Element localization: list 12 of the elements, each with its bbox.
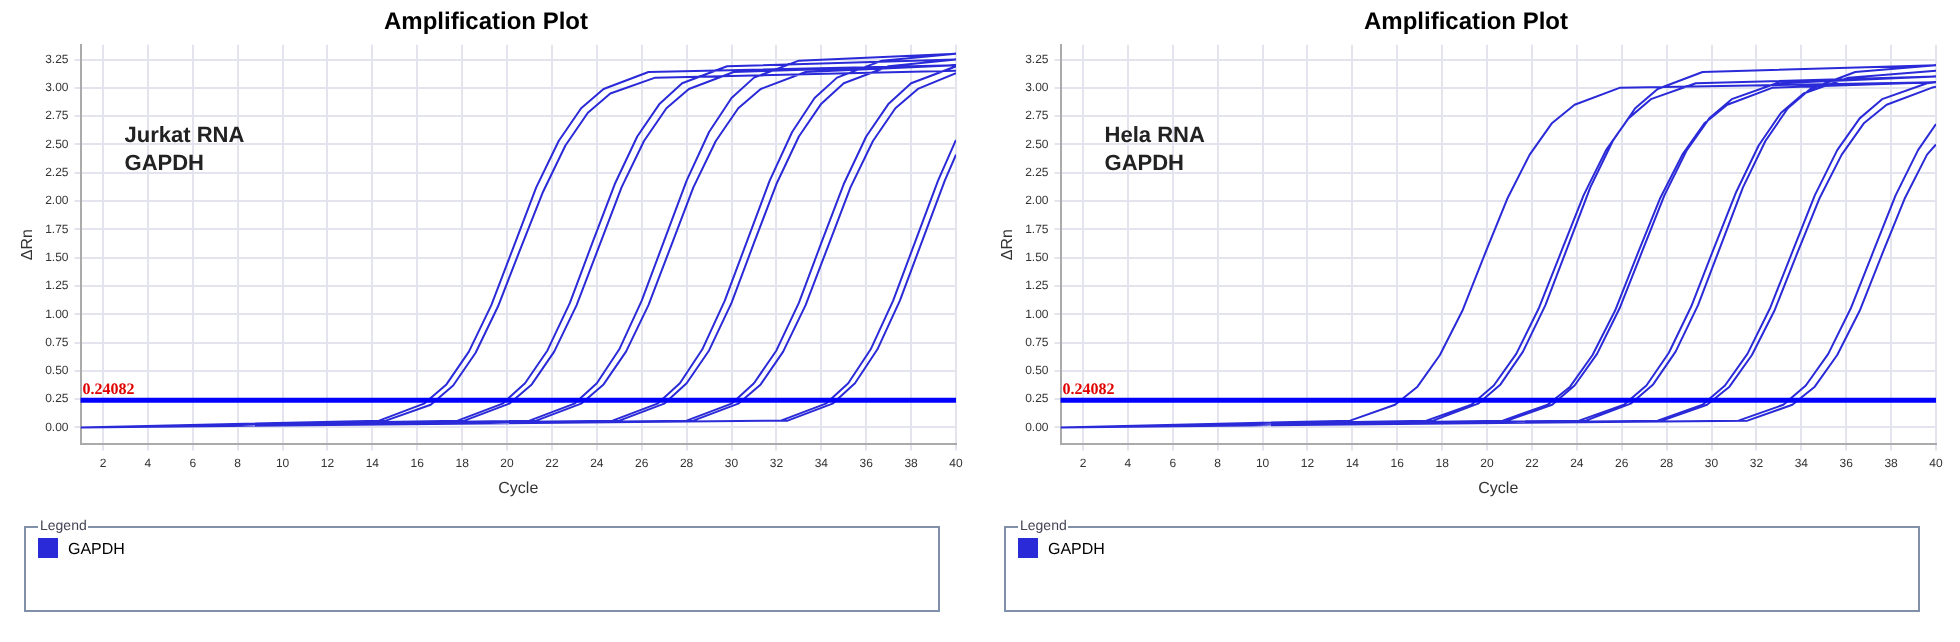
legend-label: GAPDH (68, 539, 125, 557)
legend-label: GAPDH (1048, 539, 1105, 557)
ref-line-label: 0.24082 (1062, 380, 1115, 399)
y-axis-title: ΔRn (18, 229, 37, 261)
chart-title: Amplification Plot (1364, 7, 1569, 36)
chart-title: Amplification Plot (384, 7, 589, 36)
x-axis-title: Cycle (498, 478, 540, 497)
y-axis-title: ΔRn (998, 229, 1017, 261)
x-axis-title: Cycle (1478, 478, 1520, 497)
annotation: Jurkat RNA GAPDH (124, 123, 245, 176)
annotation: Hela RNA GAPDH (1104, 123, 1205, 176)
ref-line-label: 0.24082 (82, 380, 135, 399)
